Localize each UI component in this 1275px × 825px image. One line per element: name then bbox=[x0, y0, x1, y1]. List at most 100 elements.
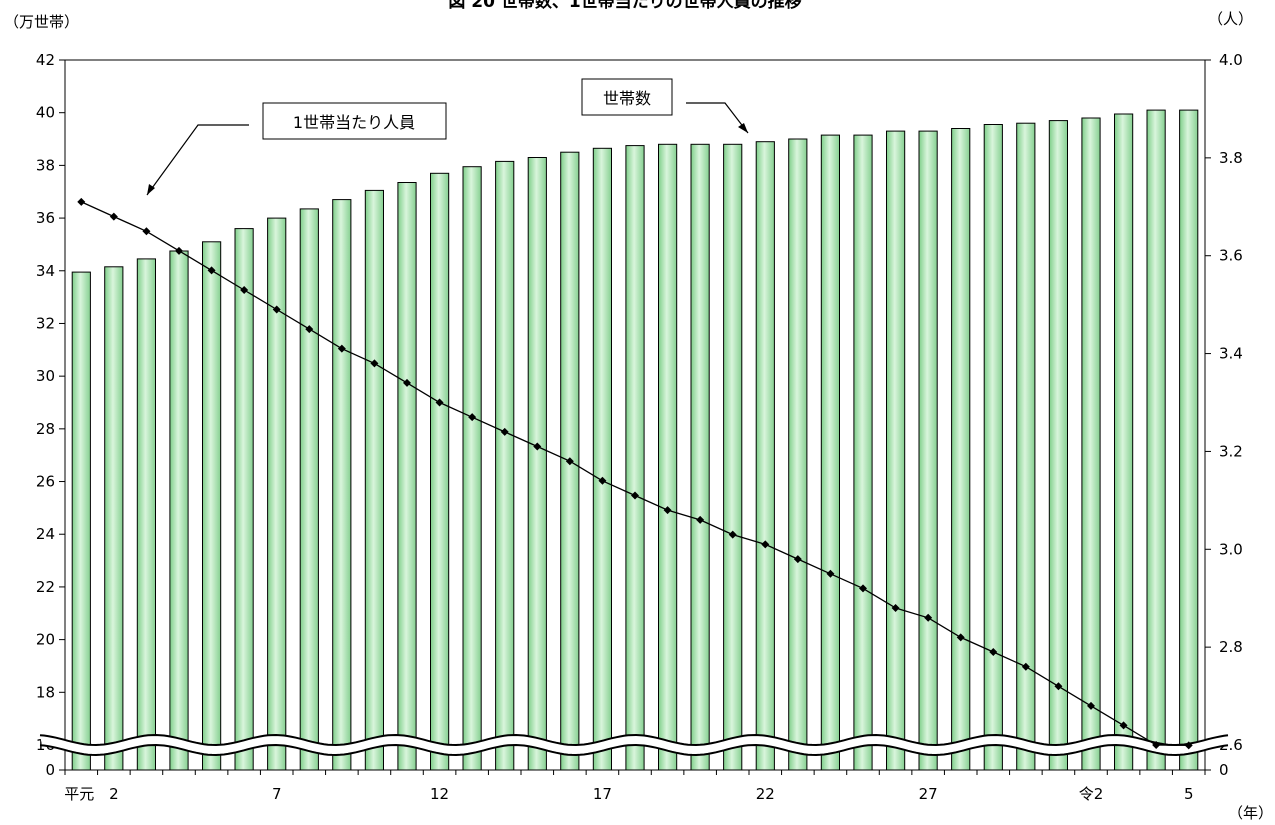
bar-households bbox=[397, 182, 417, 771]
x-tick-label: 令2 bbox=[1079, 785, 1104, 803]
point-persons-per-household bbox=[500, 427, 509, 436]
point-persons-per-household bbox=[1184, 741, 1193, 750]
axis-break bbox=[39, 733, 1230, 757]
x-axis-unit: （年） bbox=[1228, 804, 1273, 822]
x-tick-label: 17 bbox=[593, 785, 612, 803]
x-tick-label: 12 bbox=[430, 785, 449, 803]
callout-households: 世帯数 bbox=[581, 78, 749, 134]
left-tick-label: 24 bbox=[36, 525, 55, 543]
left-tick-label: 32 bbox=[36, 314, 55, 332]
bar-households bbox=[1016, 122, 1036, 771]
bar-households bbox=[332, 199, 352, 771]
bar-households bbox=[658, 143, 678, 771]
left-axis: 01618202224262830323436384042 bbox=[36, 51, 65, 779]
point-persons-per-household bbox=[826, 569, 835, 578]
bar-households bbox=[1114, 113, 1134, 771]
point-persons-per-household bbox=[305, 325, 314, 334]
point-persons-per-household bbox=[272, 305, 281, 314]
right-tick-label: 4.0 bbox=[1219, 51, 1243, 69]
bar-households bbox=[136, 258, 157, 771]
bar-households bbox=[299, 208, 319, 771]
point-persons-per-household bbox=[142, 227, 151, 236]
bar-households bbox=[1146, 109, 1166, 771]
point-persons-per-household bbox=[175, 246, 183, 255]
bar-households bbox=[853, 134, 873, 771]
point-persons-per-household bbox=[663, 506, 672, 515]
bars-layer bbox=[71, 109, 1199, 771]
line-layer bbox=[77, 197, 1193, 750]
point-persons-per-household bbox=[1054, 682, 1063, 691]
left-tick-label: 40 bbox=[36, 104, 55, 122]
right-axis-unit: （人） bbox=[1208, 10, 1253, 28]
right-axis: 02.62.83.03.23.43.63.84.0 bbox=[1205, 51, 1243, 779]
bar-households bbox=[820, 134, 840, 771]
point-persons-per-household bbox=[533, 442, 542, 451]
left-tick-label: 18 bbox=[36, 683, 55, 701]
left-tick-label: 26 bbox=[36, 473, 55, 491]
bar-households bbox=[983, 124, 1003, 771]
bar-households bbox=[430, 172, 450, 771]
x-tick-label: 平元 bbox=[64, 785, 94, 803]
point-persons-per-household bbox=[631, 491, 639, 500]
point-persons-per-household bbox=[728, 530, 737, 539]
bar-households bbox=[71, 271, 91, 771]
point-persons-per-household bbox=[1087, 701, 1095, 710]
point-persons-per-household bbox=[337, 344, 346, 353]
bar-households bbox=[1048, 120, 1069, 771]
right-tick-label: 2.8 bbox=[1219, 638, 1243, 656]
point-persons-per-household bbox=[924, 613, 933, 622]
right-tick-label: 3.8 bbox=[1219, 149, 1243, 167]
bar-households bbox=[690, 143, 710, 771]
bar-households bbox=[234, 228, 254, 771]
right-tick-label: 3.0 bbox=[1219, 540, 1243, 558]
left-tick-label: 36 bbox=[36, 209, 55, 227]
point-persons-per-household bbox=[77, 197, 86, 206]
left-tick-label: 30 bbox=[36, 367, 55, 385]
point-persons-per-household bbox=[435, 398, 444, 407]
bar-households bbox=[104, 266, 124, 771]
callout-persons: 1世帯当たり人員 bbox=[146, 102, 447, 196]
point-persons-per-household bbox=[1152, 741, 1161, 749]
bar-households bbox=[1081, 117, 1101, 771]
bar-households bbox=[625, 145, 645, 771]
point-persons-per-household bbox=[565, 457, 574, 466]
point-persons-per-household bbox=[793, 555, 802, 564]
left-tick-label: 0 bbox=[45, 761, 55, 779]
x-tick-label: 7 bbox=[272, 785, 282, 803]
right-tick-label: 3.6 bbox=[1219, 247, 1243, 265]
left-tick-label: 42 bbox=[36, 51, 55, 69]
point-persons-per-household bbox=[1021, 662, 1030, 671]
left-tick-label: 38 bbox=[36, 156, 55, 174]
callout-persons-text: 1世帯当たり人員 bbox=[293, 113, 415, 132]
point-persons-per-household bbox=[891, 604, 900, 612]
left-axis-unit: （万世帯） bbox=[4, 13, 79, 31]
bar-households bbox=[788, 138, 808, 771]
point-persons-per-household bbox=[370, 359, 379, 368]
bar-households bbox=[755, 141, 775, 771]
point-persons-per-household bbox=[109, 212, 118, 221]
bar-households bbox=[527, 157, 547, 771]
bar-households bbox=[202, 241, 222, 771]
right-tick-label: 3.4 bbox=[1219, 345, 1243, 363]
left-tick-label: 34 bbox=[36, 262, 55, 280]
point-persons-per-household bbox=[859, 584, 867, 593]
bar-households bbox=[886, 130, 906, 771]
point-persons-per-household bbox=[1119, 721, 1128, 730]
point-persons-per-household bbox=[761, 540, 770, 549]
point-persons-per-household bbox=[696, 515, 705, 524]
chart-title: 図 20 世帯数、1世帯当たりの世帯人員の推移 bbox=[448, 0, 801, 12]
bar-households bbox=[267, 217, 287, 771]
right-tick-label: 0 bbox=[1219, 761, 1229, 779]
x-tick-label: 2 bbox=[109, 785, 119, 803]
x-tick-label: 27 bbox=[919, 785, 938, 803]
point-persons-per-household bbox=[468, 413, 477, 422]
left-tick-label: 20 bbox=[36, 631, 55, 649]
bar-households bbox=[169, 250, 189, 771]
bar-households bbox=[1179, 109, 1199, 771]
bar-households bbox=[495, 160, 515, 771]
point-persons-per-household bbox=[956, 633, 965, 642]
point-persons-per-household bbox=[403, 378, 411, 387]
point-persons-per-household bbox=[207, 266, 216, 275]
x-axis: 平元 2 7 12 17 22 27 令2 5 bbox=[64, 770, 1206, 803]
point-persons-per-household bbox=[598, 476, 607, 485]
